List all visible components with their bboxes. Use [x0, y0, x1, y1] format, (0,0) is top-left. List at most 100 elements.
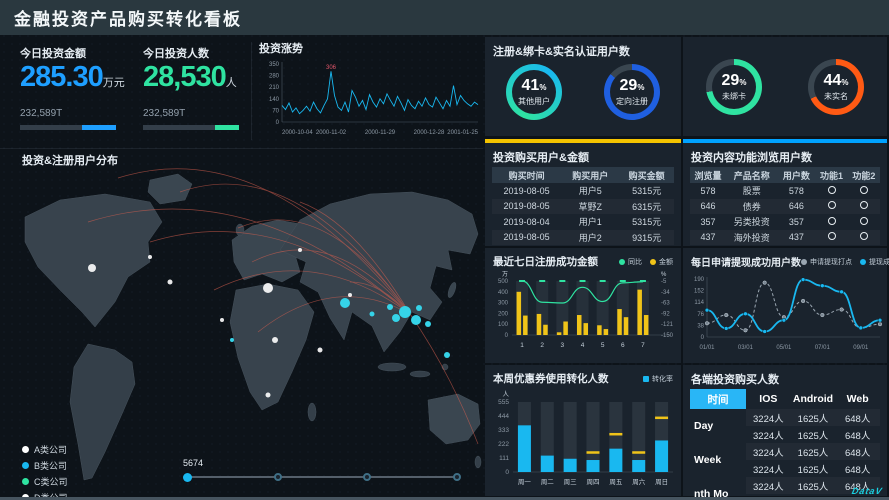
browse-table-title: 投资内容功能浏览用户数	[691, 152, 812, 164]
group-label: Day	[694, 420, 714, 432]
table-row: 2019-08-04 用户1 5315元	[492, 214, 674, 230]
legend-dot-icon	[643, 375, 649, 382]
legend-item[interactable]: 同比	[619, 257, 642, 267]
divider	[0, 148, 483, 149]
withdraw-legend: 申请提现打点 提现成功打点	[801, 257, 889, 267]
trend-title: 投资涨势	[259, 43, 303, 55]
svg-text:4: 4	[581, 342, 585, 349]
world-map	[24, 168, 482, 481]
kpi-value: 285.30万元	[20, 61, 125, 93]
svg-text:100: 100	[498, 322, 509, 328]
legend-item[interactable]: 提现成功打点	[860, 257, 889, 267]
table-cell: 648人	[844, 464, 871, 476]
platform-table-title: 各端投资购买人数	[691, 374, 779, 386]
table-cell: 9315元	[632, 232, 662, 243]
slider-track[interactable]	[183, 471, 461, 483]
function-circle-icon[interactable]	[827, 216, 836, 225]
table-cell	[815, 232, 847, 242]
legend-item[interactable]: 申请提现打点	[801, 257, 852, 267]
legend-item[interactable]: 金额	[650, 257, 673, 267]
kpi-label: 今日投资人数	[143, 48, 209, 60]
table-cell: 1625人	[791, 477, 836, 494]
table-cell: 债券	[742, 201, 761, 212]
column-header: 购买时间	[508, 170, 545, 181]
function-circle-icon[interactable]	[859, 201, 868, 210]
time-header-cell[interactable]: 时间	[690, 389, 746, 409]
legend-dot-icon	[650, 258, 656, 265]
table-cell: 357	[700, 216, 716, 227]
weekly-chart-title: 最近七日注册成功金额	[493, 256, 598, 268]
table-cell	[815, 216, 847, 227]
svg-text:周五: 周五	[609, 478, 623, 486]
function-circle-icon[interactable]	[827, 232, 836, 241]
function-circle-icon[interactable]	[859, 216, 868, 225]
header-bar: 金融投资产品购买转化看板	[0, 0, 889, 35]
svg-text:人: 人	[503, 390, 510, 398]
withdraw-chart: 0 38 76 114 152 190 01/01 03/01 05/01 07/01 09/01	[694, 277, 883, 351]
browse-table-panel: 投资内容功能浏览用户数 浏览量 产品名称 用户数 功能1 功能2 578 股票 578 646 债…	[683, 139, 887, 258]
table-cell	[848, 232, 880, 242]
legend-label: 同比	[628, 258, 642, 266]
map-legend-item[interactable]: A类公司	[22, 443, 68, 456]
svg-text:周一: 周一	[518, 478, 532, 486]
table-cell: 用户5	[578, 186, 602, 197]
kpi-progress-bar	[143, 125, 239, 131]
svg-text:-121: -121	[661, 322, 674, 328]
slider-handle[interactable]	[183, 472, 192, 482]
legend-item[interactable]: 转化率	[643, 374, 673, 384]
table-cell: 5315元	[632, 186, 662, 197]
donut-label: 未绑卡	[722, 91, 746, 101]
donut-value: 41%	[521, 76, 547, 94]
kpi-progress-fill	[215, 125, 239, 131]
column-header: 购买金额	[628, 170, 665, 181]
legend-label: D类公司	[34, 491, 68, 500]
table-row: 646 债券 646	[690, 199, 880, 215]
slider-stop[interactable]	[452, 473, 461, 481]
legend-label: 申请提现打点	[810, 258, 852, 266]
table-cell	[815, 185, 847, 196]
column-header: 浏览量	[694, 170, 722, 181]
slider-stop[interactable]	[273, 473, 282, 481]
table-row: 437 海外投资 437	[690, 230, 880, 246]
kpi-unit: 万元	[102, 77, 125, 89]
svg-text:2: 2	[540, 342, 544, 349]
slider-stop[interactable]	[363, 473, 372, 481]
svg-text:190: 190	[694, 277, 705, 283]
function-circle-icon[interactable]	[859, 185, 868, 194]
bottom-strip	[0, 497, 889, 500]
table-cell	[848, 216, 880, 227]
svg-text:1: 1	[520, 342, 524, 349]
map-timeline-slider[interactable]: 5674	[183, 458, 461, 483]
donut-gauge: 41% 其他用户	[506, 64, 562, 120]
table-cell: 1625人	[791, 443, 836, 460]
withdraw-chart-title: 每日申请提现成功用户数	[691, 258, 801, 269]
function-circle-icon[interactable]	[827, 201, 836, 210]
kpi-progress-fill	[82, 125, 116, 131]
donut-row: 41% 其他用户 29% 定向注册	[485, 64, 681, 120]
function-circle-icon[interactable]	[827, 185, 836, 194]
kpi-sub-value: 232,589T	[143, 108, 186, 120]
donut-gauge: 44% 未实名	[808, 59, 864, 115]
table-cell: 草野Z	[578, 201, 603, 212]
map-data-points	[88, 248, 450, 398]
table-cell: 2019-08-05	[503, 201, 550, 212]
legend-dot-icon	[619, 258, 625, 265]
map-legend: A类公司 B类公司 C类公司 D类公司	[22, 443, 68, 500]
slider-line	[187, 476, 457, 478]
function-circle-icon[interactable]	[859, 232, 868, 241]
column-header: 功能1	[820, 170, 844, 181]
platform-table: 时间 IOS Android Web Day 3224人 1625人 648人 3224人 162…	[683, 389, 887, 500]
purchase-table-panel: 投资购买用户&金额 购买时间 购买用户 购买金额 2019-08-05 用户5 5315元…	[485, 139, 681, 258]
legend-label: 转化率	[652, 375, 673, 383]
legend-label: C类公司	[34, 477, 68, 487]
map-legend-item[interactable]: C类公司	[22, 475, 68, 488]
map-title: 投资&注册用户分布	[22, 155, 118, 167]
svg-text:2000-12-28: 2000-12-28	[414, 130, 445, 136]
trend-panel: 投资涨势 0 70 140 210 280 350 2000-10-04 2000-11-02…	[255, 40, 483, 148]
svg-text:2001-01-25: 2001-01-25	[447, 130, 478, 136]
brand-watermark: DataV	[851, 486, 885, 496]
svg-text:0: 0	[505, 469, 509, 476]
map-legend-item[interactable]: B类公司	[22, 459, 68, 472]
kpi-progress-bar	[20, 125, 116, 131]
